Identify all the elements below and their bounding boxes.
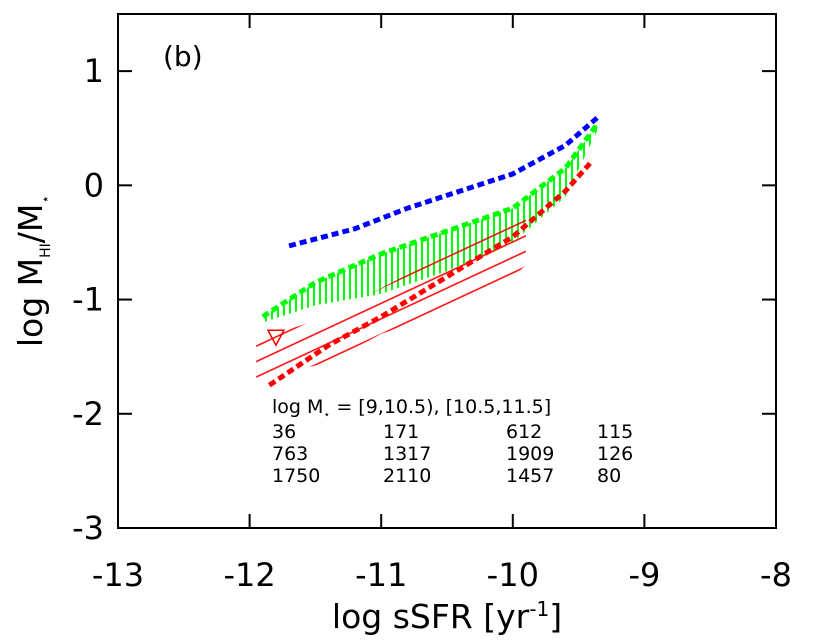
table-cell: 115 [597, 421, 633, 443]
x-tick-label: -13 [92, 556, 144, 594]
table-cell: 1909 [506, 443, 554, 465]
table-header: log M⋆ = [9,10.5), [10.5,11.5] [272, 396, 551, 421]
y-axis-label: log MHI/M⋆ [11, 195, 54, 347]
series-line [288, 114, 600, 249]
table-cell: 80 [597, 465, 621, 487]
y-tick-label: -2 [72, 395, 104, 433]
table-cell: 1317 [383, 443, 431, 465]
y-tick-label: 1 [84, 52, 104, 90]
x-label-end: ] [549, 597, 562, 636]
table-cell: 1750 [272, 465, 320, 487]
table-cell: 36 [272, 421, 296, 443]
y-tick-label: -1 [72, 281, 104, 319]
x-tick-label: -10 [487, 556, 539, 594]
x-axis-label: log sSFR [yr-1] [332, 597, 562, 636]
table-cell: 171 [383, 421, 419, 443]
x-label-sup: -1 [529, 597, 549, 621]
series-line [261, 121, 601, 319]
series-line [267, 159, 594, 388]
plot-frame [117, 13, 777, 529]
table-cell: 126 [597, 443, 633, 465]
x-tick-label: -9 [628, 556, 660, 594]
y-label-text: log M [11, 258, 50, 347]
table-cell: 2110 [383, 465, 431, 487]
table-header-sub: ⋆ [323, 408, 330, 421]
y-label-mid: /M [11, 204, 50, 244]
table-header-text: log M [272, 396, 323, 418]
x-tick-label: -8 [760, 556, 792, 594]
band [256, 208, 526, 380]
table-cell: 763 [272, 443, 308, 465]
panel-label: (b) [163, 40, 203, 73]
table-cell: 1457 [506, 465, 554, 487]
y-tick-label: 0 [84, 166, 104, 204]
table-cell: 612 [506, 421, 542, 443]
band [262, 122, 599, 323]
x-tick-label: -11 [355, 556, 407, 594]
y-tick-label: -3 [72, 509, 104, 547]
marker [266, 329, 286, 347]
x-label-text: log sSFR [yr [332, 597, 530, 636]
x-tick-label: -12 [223, 556, 275, 594]
y-label-sub: HI [38, 243, 54, 258]
y-label-sub2: ⋆ [38, 195, 54, 204]
table-header-end: = [9,10.5), [10.5,11.5] [330, 396, 551, 418]
